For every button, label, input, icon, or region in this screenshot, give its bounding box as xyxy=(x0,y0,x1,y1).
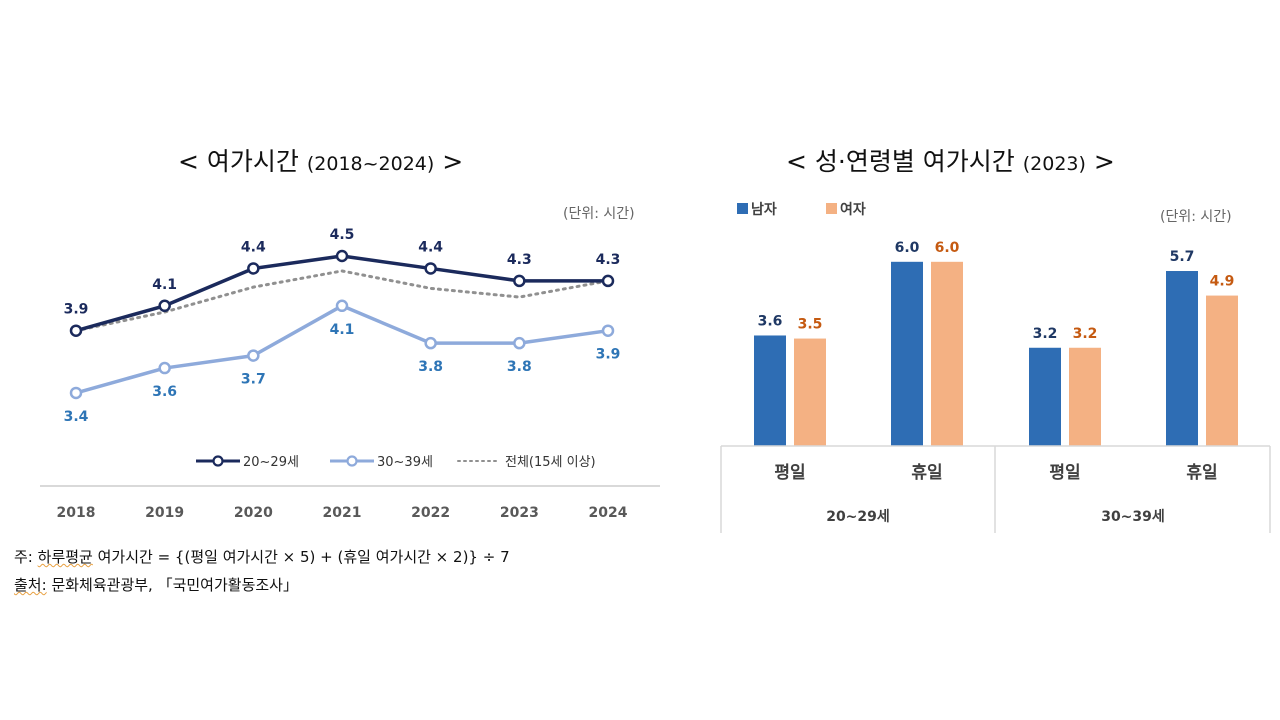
legend-marker-20-29 xyxy=(212,455,224,467)
data-label: 3.7 xyxy=(241,372,266,388)
legend-label-30-39: 30~39세 xyxy=(377,455,433,470)
line-chart-unit-label: (단위: 시간) xyxy=(563,206,635,222)
data-point-marker xyxy=(424,262,437,275)
data-label: 3.8 xyxy=(418,359,443,375)
footnote-underlined: 하루평균 xyxy=(37,548,93,566)
source-text: 문화체육관광부, 「국민여가활동조사」 xyxy=(51,576,298,594)
footnote: 주: 하루평균 여가시간 = {(평일 여가시간 × 5) + (휴일 여가시간… xyxy=(14,546,510,567)
data-point-marker xyxy=(247,262,260,275)
bar-chart-title: < 성·연령별 여가시간 (2023) > xyxy=(786,142,1115,178)
x-tick-label: 2022 xyxy=(411,505,450,521)
legend-label-female: 여자 xyxy=(840,201,866,218)
x-category-label: 휴일 xyxy=(1186,462,1217,483)
data-point-marker xyxy=(513,274,526,288)
bar-value-label: 5.7 xyxy=(1170,249,1195,265)
legend: 남자 여자 xyxy=(737,201,866,218)
bar-value-label: 6.0 xyxy=(935,240,960,256)
x-category-label: 평일 xyxy=(774,463,805,483)
bar-value-label: 3.2 xyxy=(1033,326,1058,342)
data-label: 3.6 xyxy=(152,384,177,400)
bar-chart-title-close: > xyxy=(1093,147,1115,176)
bar-male xyxy=(1166,271,1198,446)
line-chart-title-close: > xyxy=(442,147,464,176)
x-group-label: 20~29세 xyxy=(826,509,890,525)
data-point-marker xyxy=(69,386,83,400)
data-point-marker xyxy=(513,336,526,350)
x-tick-label: 2024 xyxy=(589,505,628,521)
bar-chart: 남자 여자 3.6 6.0 3.2 5.7 3.5 6.0 3.2 4.9 평일 휴일 평일 휴일 20~2… xyxy=(720,201,1271,533)
x-tick-label: 2018 xyxy=(57,505,96,521)
data-point-marker xyxy=(69,324,83,337)
bar-chart-title-main: < 성·연령별 여가시간 xyxy=(786,147,1015,176)
data-label: 4.4 xyxy=(418,239,443,255)
bar-value-label: 3.2 xyxy=(1073,326,1098,342)
data-label: 3.4 xyxy=(64,409,89,425)
legend-label-overall: 전체(15세 이상) xyxy=(505,455,596,470)
data-point-marker xyxy=(158,361,171,375)
data-label: 4.1 xyxy=(330,322,355,338)
x-group-label: 30~39세 xyxy=(1101,509,1165,525)
data-point-marker xyxy=(601,324,615,337)
bar-male xyxy=(1029,347,1061,446)
x-category-label: 평일 xyxy=(1049,463,1080,483)
footnote-prefix: 주: xyxy=(14,548,33,566)
bar-value-label: 6.0 xyxy=(895,240,920,256)
legend-label-20-29: 20~29세 xyxy=(243,455,299,470)
bar-female xyxy=(931,261,963,446)
x-tick-label: 2021 xyxy=(323,505,362,521)
x-tick-label: 2019 xyxy=(145,505,184,521)
data-label: 3.9 xyxy=(596,347,621,363)
line-chart: 2018 2019 2020 2021 2022 2023 2024 3.9 4.1 4.4 4.5… xyxy=(40,227,660,521)
x-tick-label: 2020 xyxy=(234,505,273,521)
line-chart-title-years: (2018~2024) xyxy=(306,153,435,175)
data-label: 3.9 xyxy=(64,302,89,318)
source-note: 출처: 문화체육관광부, 「국민여가활동조사」 xyxy=(14,574,298,595)
x-tick-label: 2023 xyxy=(500,505,539,521)
data-label: 4.4 xyxy=(241,239,266,255)
source-prefix: 출처: xyxy=(14,576,47,594)
series-line-30-39 xyxy=(75,304,609,395)
legend-swatch-female xyxy=(826,203,837,214)
bar-female xyxy=(1206,295,1238,446)
bar-male xyxy=(754,335,786,446)
bar-value-label: 3.6 xyxy=(758,313,783,329)
data-point-marker xyxy=(601,274,615,288)
legend: 20~29세 30~39세 전체(15세 이상) xyxy=(196,455,596,470)
x-category-label: 휴일 xyxy=(911,462,942,483)
bar-chart-unit-label: (단위: 시간) xyxy=(1160,209,1232,225)
legend-label-male: 남자 xyxy=(751,201,777,218)
bar-female xyxy=(1069,347,1101,446)
data-label: 3.8 xyxy=(507,359,532,375)
data-label: 4.5 xyxy=(330,227,355,243)
bar-male xyxy=(891,261,923,446)
data-label: 4.3 xyxy=(596,252,621,268)
data-point-marker xyxy=(158,299,171,313)
line-chart-title-main: < 여가시간 xyxy=(178,147,299,176)
data-label: 4.3 xyxy=(507,252,532,268)
data-point-marker xyxy=(335,249,349,263)
legend-swatch-male xyxy=(737,203,748,214)
legend-marker-30-39 xyxy=(346,455,358,467)
data-label: 4.1 xyxy=(152,277,177,293)
line-chart-title: < 여가시간 (2018~2024) > xyxy=(178,142,463,178)
bar-value-label: 3.5 xyxy=(798,317,823,333)
bar-female xyxy=(794,338,826,446)
data-point-marker xyxy=(247,349,260,362)
data-point-marker xyxy=(424,336,437,350)
bar-value-label: 4.9 xyxy=(1210,274,1235,290)
data-point-marker xyxy=(335,299,349,313)
bar-chart-title-years: (2023) xyxy=(1022,153,1086,175)
footnote-formula: 여가시간 = {(평일 여가시간 × 5) + (휴일 여가시간 × 2)} ÷… xyxy=(97,548,510,566)
